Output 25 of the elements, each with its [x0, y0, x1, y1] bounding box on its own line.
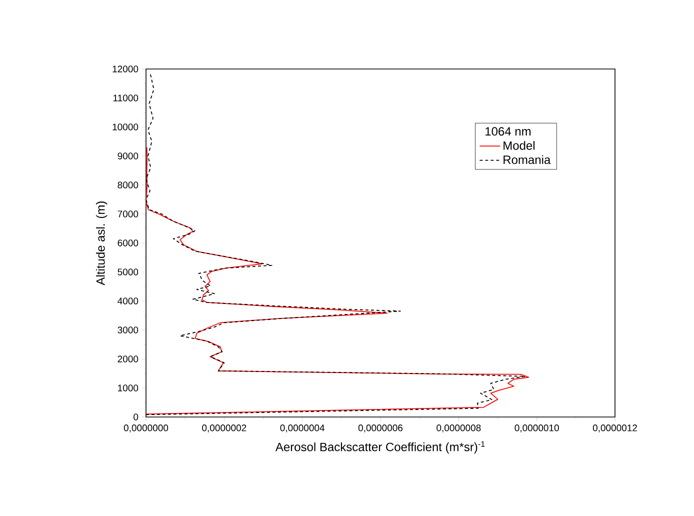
- y-tick-label: 9000: [118, 152, 138, 160]
- y-tick-label: 1000: [118, 384, 138, 392]
- y-tick-label: 11000: [113, 94, 138, 102]
- x-tick-label: 0,0000010: [514, 424, 559, 432]
- y-tick-label: 10000: [112, 124, 138, 130]
- legend-label: Romania: [504, 155, 551, 164]
- x-tick-label: 0,0000008: [436, 424, 481, 432]
- y-tick-label: 6000: [118, 240, 138, 246]
- x-tick-label: 0,0000000: [124, 424, 168, 432]
- x-tick-label: 0,0000002: [202, 424, 246, 432]
- y-tick-label: 2000: [118, 356, 138, 362]
- x-tick-label: 0,0000006: [358, 424, 403, 432]
- legend-label: Model: [504, 141, 534, 150]
- x-tick-label: 0,0000004: [280, 424, 324, 432]
- y-tick-label: 8000: [118, 182, 138, 188]
- x-tick-label: 0,0000012: [592, 424, 637, 432]
- y-tick-label: 5000: [118, 268, 138, 276]
- y-tick-label: 12000: [112, 66, 138, 72]
- x-axis-title: Aerosol Backscatter Coefficient (m*sr)$^{-1}$: [275, 441, 485, 454]
- y-tick-label: 0: [134, 414, 138, 420]
- y-tick-label: 3000: [118, 326, 138, 334]
- y-tick-label: 7000: [118, 210, 138, 218]
- y-tick-label: 4000: [118, 298, 138, 304]
- y-axis-title: Altitude asl. (m): [96, 202, 108, 286]
- legend-title: 1064 nm: [486, 127, 531, 136]
